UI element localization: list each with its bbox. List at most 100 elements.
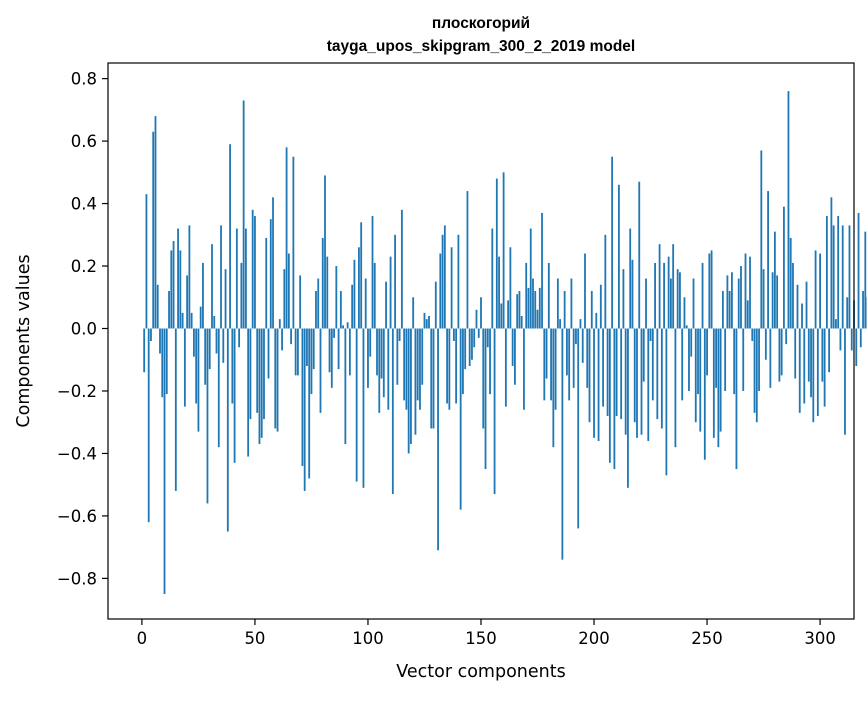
bar — [256, 329, 258, 413]
bar — [426, 319, 428, 328]
bar — [446, 329, 448, 404]
bar — [222, 329, 224, 363]
bar — [387, 329, 389, 410]
bar — [381, 329, 383, 379]
bar — [317, 279, 319, 329]
bar — [367, 329, 369, 388]
bar — [507, 300, 509, 328]
bar — [369, 329, 371, 357]
bar — [170, 250, 172, 328]
bar — [835, 319, 837, 328]
bar — [727, 275, 729, 328]
bar — [641, 329, 643, 435]
bar — [638, 182, 640, 329]
bar — [476, 310, 478, 329]
x-tick-label: 250 — [691, 629, 723, 648]
bar — [733, 329, 735, 395]
bar — [779, 329, 781, 382]
bar — [747, 300, 749, 328]
bar — [202, 263, 204, 329]
x-tick-label: 150 — [465, 629, 497, 648]
bar — [218, 329, 220, 448]
bar — [283, 269, 285, 328]
bar — [419, 329, 421, 410]
bar — [566, 329, 568, 376]
bar — [245, 229, 247, 329]
bar — [575, 329, 577, 345]
bar — [514, 329, 516, 385]
bar — [143, 329, 145, 373]
bar — [516, 294, 518, 328]
bar — [679, 272, 681, 328]
bar — [482, 329, 484, 429]
bar — [462, 329, 464, 395]
bar — [430, 329, 432, 429]
bar — [783, 207, 785, 329]
bar — [166, 329, 168, 395]
bar — [168, 291, 170, 328]
bar — [803, 329, 805, 404]
bar — [842, 225, 844, 328]
bar — [627, 329, 629, 488]
bar — [505, 329, 507, 407]
chart-subtitle: tayga_upos_skipgram_300_2_2019 model — [327, 38, 635, 55]
bar — [415, 329, 417, 435]
bar — [164, 329, 166, 595]
bar — [252, 210, 254, 329]
bar — [372, 216, 374, 328]
bar — [302, 329, 304, 466]
bar — [390, 257, 392, 329]
bar — [611, 157, 613, 329]
bar — [360, 222, 362, 328]
bar — [715, 329, 717, 388]
bar — [457, 235, 459, 329]
bar — [460, 329, 462, 510]
bar — [643, 329, 645, 382]
bar — [521, 316, 523, 328]
bar — [329, 329, 331, 373]
bar — [519, 291, 521, 328]
bar — [722, 291, 724, 328]
bar — [591, 291, 593, 328]
y-axis-label: Components values — [14, 254, 34, 427]
bar — [855, 329, 857, 366]
bar — [272, 197, 274, 328]
bar — [406, 329, 408, 410]
bar — [808, 329, 810, 382]
bar — [500, 304, 502, 329]
bar — [675, 329, 677, 448]
bar — [292, 157, 294, 329]
bar — [697, 329, 699, 395]
bar — [442, 235, 444, 329]
bar — [593, 329, 595, 438]
bar — [790, 238, 792, 329]
bar — [297, 329, 299, 376]
bar — [354, 260, 356, 329]
bar — [729, 291, 731, 328]
bar — [647, 329, 649, 441]
bar — [634, 329, 636, 423]
bar — [736, 329, 738, 470]
bar — [286, 147, 288, 328]
bar — [374, 263, 376, 329]
bar — [270, 219, 272, 328]
bar — [629, 229, 631, 329]
bar — [864, 232, 866, 329]
bar — [568, 329, 570, 401]
bar — [607, 329, 609, 416]
bar — [455, 329, 457, 404]
bar — [378, 329, 380, 413]
bar — [792, 263, 794, 329]
bar — [851, 329, 853, 351]
bar — [654, 263, 656, 329]
bar — [670, 279, 672, 329]
bar — [613, 329, 615, 470]
y-tick-label: −0.6 — [57, 507, 97, 526]
bar — [623, 269, 625, 328]
bar — [238, 329, 240, 348]
bar — [772, 272, 774, 328]
bar — [760, 150, 762, 328]
bar — [561, 329, 563, 560]
bar — [702, 263, 704, 329]
bar — [695, 329, 697, 423]
